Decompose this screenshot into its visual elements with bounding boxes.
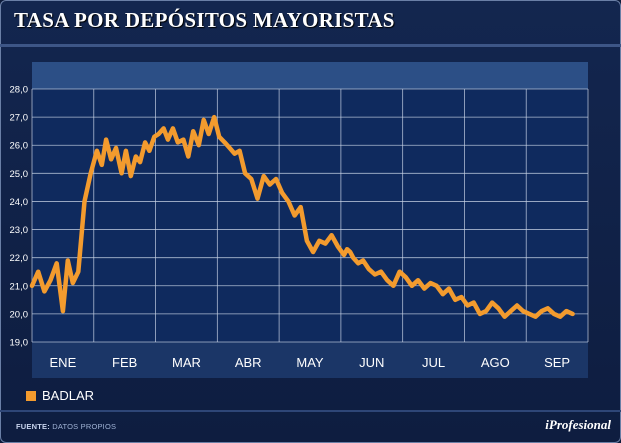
y-tick-label: 23,0 bbox=[10, 225, 29, 236]
source-note: FUENTE: DATOS PROPIOS bbox=[16, 422, 116, 431]
y-tick-label: 21,0 bbox=[10, 281, 29, 292]
x-axis-ticks: ENE FEB MAR ABR MAY JUN JUL AGO SEP bbox=[50, 355, 571, 370]
y-tick-label: 22,0 bbox=[10, 253, 29, 264]
x-tick-label: AGO bbox=[481, 355, 510, 370]
plot-area bbox=[32, 62, 588, 378]
gridlines bbox=[31, 88, 589, 343]
series-line-badlar bbox=[29, 114, 575, 319]
footer-divider bbox=[0, 410, 621, 412]
y-tick-label: 28,0 bbox=[10, 85, 29, 96]
y-tick-label: 26,0 bbox=[10, 141, 29, 152]
title-divider bbox=[0, 44, 621, 47]
source-label: FUENTE: bbox=[16, 422, 50, 431]
x-tick-label: MAR bbox=[172, 355, 201, 370]
y-tick-label: 25,0 bbox=[10, 169, 29, 180]
x-tick-label: ABR bbox=[235, 355, 262, 370]
y-axis-ticks: 28,0 27,0 26,0 25,0 24,0 23,0 22,0 21,0 20,0 19,0 bbox=[10, 85, 29, 349]
x-tick-label: FEB bbox=[112, 355, 137, 370]
legend-swatch bbox=[26, 390, 36, 401]
legend: BADLAR bbox=[26, 388, 94, 403]
plot-background bbox=[32, 62, 588, 342]
chart-title: TASA POR DEPÓSITOS MAYORISTAS bbox=[14, 8, 395, 32]
brand-logo: iProfesional bbox=[545, 417, 611, 432]
x-tick-label: SEP bbox=[544, 355, 570, 370]
source-value: DATOS PROPIOS bbox=[52, 422, 117, 431]
x-axis-band bbox=[32, 342, 588, 378]
x-tick-label: MAY bbox=[296, 355, 324, 370]
legend-label-badlar: BADLAR bbox=[42, 388, 95, 403]
x-tick-label: JUL bbox=[422, 355, 445, 370]
series-layer bbox=[29, 114, 575, 319]
y-tick-label: 24,0 bbox=[10, 197, 29, 208]
y-tick-label: 20,0 bbox=[10, 309, 29, 320]
y-tick-label: 27,0 bbox=[10, 113, 29, 124]
y-tick-label: 19,0 bbox=[10, 338, 29, 349]
plot-top-band bbox=[32, 62, 588, 89]
x-tick-label: ENE bbox=[50, 355, 77, 370]
x-tick-label: JUN bbox=[359, 355, 384, 370]
